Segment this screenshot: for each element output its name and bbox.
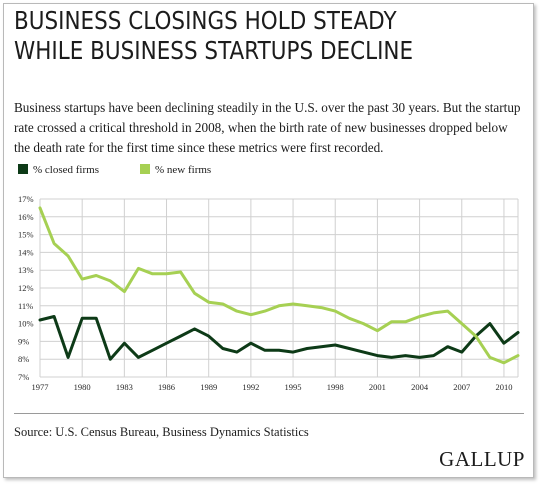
- y-tick-label: 17%: [18, 194, 34, 204]
- legend-item-new: % new firms: [140, 164, 211, 176]
- source-note: Source: U.S. Census Bureau, Business Dyn…: [14, 425, 309, 439]
- x-tick-label: 1995: [285, 382, 302, 392]
- y-tick-label: 13%: [18, 265, 34, 275]
- series-line-new-firms: [38, 206, 520, 365]
- y-tick-label: 15%: [18, 230, 34, 240]
- x-tick-label: 1992: [242, 382, 259, 392]
- legend-swatch-new: [140, 164, 150, 174]
- y-tick-label: 11%: [18, 301, 33, 311]
- x-tick-label: 2010: [495, 382, 512, 392]
- chart-subtitle: Business startups have been declining st…: [14, 100, 521, 155]
- x-tick-label: 2004: [411, 382, 429, 392]
- y-tick-label: 8%: [18, 354, 29, 364]
- legend-label-closed: % closed firms: [33, 164, 99, 176]
- x-tick-label: 1977: [32, 382, 49, 392]
- x-tick-label: 2001: [369, 382, 386, 392]
- y-tick-label: 10%: [18, 319, 34, 329]
- gallup-logo: GALLUP: [439, 447, 525, 471]
- x-tick-label: 1983: [116, 382, 133, 392]
- x-tick-label: 1989: [200, 382, 217, 392]
- y-tick-label: 9%: [18, 336, 29, 346]
- x-tick-label: 1980: [74, 382, 91, 392]
- y-tick-label: 14%: [18, 247, 34, 257]
- legend-label-new: % new firms: [155, 164, 212, 176]
- y-tick-label: 16%: [18, 212, 34, 222]
- chart-title: BUSINESS CLOSINGS HOLD STEADY WHILE BUSI…: [14, 6, 414, 65]
- x-tick-label: 1986: [158, 382, 175, 392]
- x-tick-label: 1998: [327, 382, 344, 392]
- y-tick-label: 7%: [18, 372, 29, 382]
- footer-divider: [14, 413, 524, 414]
- x-tick-label: 2007: [453, 382, 470, 392]
- legend-item-closed: % closed firms: [18, 164, 99, 176]
- y-tick-label: 12%: [18, 283, 34, 293]
- series-line-closed-firms: [38, 315, 520, 361]
- legend-swatch-closed: [18, 164, 28, 174]
- chart-card: [3, 3, 534, 478]
